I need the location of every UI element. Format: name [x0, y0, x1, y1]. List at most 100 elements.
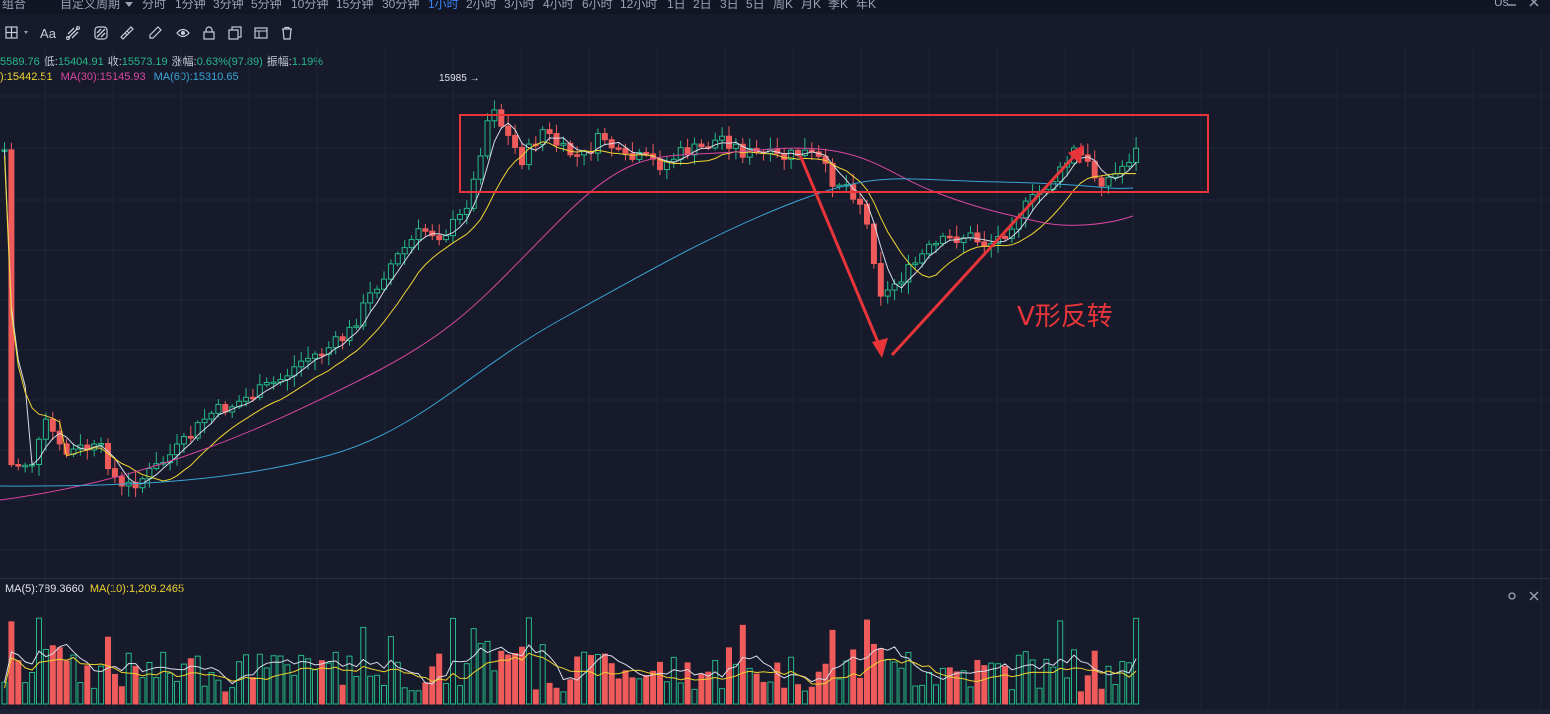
- volume-bar: [774, 662, 781, 705]
- panel-separator: [0, 578, 1550, 579]
- period-tab-18[interactable]: 月K: [801, 0, 822, 11]
- period-tab-20[interactable]: 年K: [856, 0, 877, 11]
- volume-bar: [670, 656, 677, 705]
- period-tab-3[interactable]: 5分钟: [251, 0, 282, 11]
- volume-bar: [422, 682, 429, 705]
- volume-bar: [705, 671, 712, 705]
- volume-bar: [843, 660, 850, 705]
- volume-bar: [222, 691, 229, 705]
- eye-tool[interactable]: [174, 24, 192, 42]
- candle-body: [539, 129, 546, 145]
- period-tab-19[interactable]: 季K: [828, 0, 849, 11]
- volume-bar: [850, 649, 857, 705]
- period-tab-11[interactable]: 6小时: [582, 0, 613, 11]
- period-tab-5[interactable]: 15分钟: [336, 0, 374, 11]
- period-tab-0[interactable]: 分时: [142, 0, 167, 11]
- period-tab-8[interactable]: 2小时: [466, 0, 497, 11]
- volume-bar: [174, 680, 180, 705]
- volume-bar: [884, 658, 891, 705]
- amplitude-label: 振幅:: [266, 56, 292, 68]
- candle-body: [325, 347, 332, 355]
- volume-bar: [663, 681, 670, 705]
- font-tool[interactable]: Aa: [40, 25, 56, 41]
- candle-body: [305, 357, 312, 362]
- period-tab-4[interactable]: 10分钟: [291, 0, 329, 11]
- candle-body: [877, 263, 884, 297]
- candle-body: [463, 207, 470, 215]
- fib-tool[interactable]: [64, 24, 82, 42]
- volume-bar: [243, 654, 249, 705]
- candle-body: [318, 353, 325, 357]
- candle-body: [222, 404, 229, 413]
- volume-bar: [1105, 665, 1112, 705]
- candle-body: [42, 418, 49, 440]
- period-tab-14[interactable]: 2日: [693, 0, 712, 11]
- candle-body: [505, 125, 512, 136]
- candle-body: [567, 142, 574, 156]
- vol-ma5-value: MA(5):789.3660: [5, 583, 84, 595]
- volume-bar: [56, 647, 63, 705]
- close-panel-icon[interactable]: [1528, 590, 1540, 602]
- volume-bar: [953, 671, 960, 705]
- volume-bar: [139, 677, 146, 705]
- layout-tool[interactable]: [252, 24, 270, 42]
- lock-tool[interactable]: [200, 24, 218, 42]
- candle-body: [719, 135, 726, 141]
- period-tab-15[interactable]: 3日: [720, 0, 739, 11]
- moving-averages: [0, 122, 1137, 689]
- close-label: 收:: [107, 56, 122, 68]
- period-tab-17[interactable]: 周K: [773, 0, 794, 11]
- period-tab-6[interactable]: 30分钟: [382, 0, 420, 11]
- volume-bar: [719, 688, 726, 705]
- candle-body: [829, 162, 836, 187]
- close-icon[interactable]: [1528, 0, 1540, 12]
- magnet-tool[interactable]: [92, 24, 110, 42]
- candle-body: [249, 396, 256, 400]
- candle-body: [256, 384, 263, 398]
- candle-body: [339, 336, 346, 342]
- candle-body: [1119, 165, 1126, 175]
- volume-bar: [746, 667, 753, 705]
- candle-body: [636, 151, 643, 160]
- volume-bar: [691, 688, 698, 705]
- volume-bar: [263, 667, 270, 705]
- period-tab-9[interactable]: 3小时: [504, 0, 535, 11]
- candle-body: [795, 149, 801, 157]
- period-tab-12[interactable]: 12小时: [620, 0, 658, 11]
- peak-label: 15985 →: [439, 73, 480, 84]
- timezone-label[interactable]: Us: [1494, 0, 1509, 9]
- candlesticks: [1, 100, 1140, 498]
- volume-bar: [974, 659, 981, 705]
- period-tab-13[interactable]: 1日: [667, 0, 686, 11]
- custom-period-dropdown[interactable]: 自定义周期: [60, 0, 134, 12]
- candle-body: [56, 430, 63, 445]
- candle-body: [194, 422, 201, 439]
- volume-bar: [132, 665, 139, 705]
- bottom-scrollbar[interactable]: [0, 709, 1550, 714]
- minimize-icon[interactable]: [1506, 0, 1518, 12]
- copy-tool[interactable]: [226, 24, 244, 42]
- volume-bar: [905, 651, 912, 705]
- period-tab-16[interactable]: 5日: [746, 0, 765, 11]
- volume-bar: [1008, 689, 1015, 705]
- candle-body: [132, 481, 139, 489]
- delete-tool[interactable]: [278, 24, 296, 42]
- volume-bar: [381, 684, 387, 705]
- period-tab-10[interactable]: 4小时: [543, 0, 574, 11]
- ruler-tool[interactable]: [118, 24, 136, 42]
- period-tab-7[interactable]: 1小时: [428, 0, 459, 11]
- ruler-icon: [120, 26, 134, 40]
- crosshair-tool[interactable]: [4, 24, 34, 42]
- period-tab-2[interactable]: 3分钟: [213, 0, 244, 11]
- combo-button[interactable]: 组合: [2, 0, 27, 11]
- volume-bar: [532, 689, 539, 705]
- period-tab-1[interactable]: 1分钟: [175, 0, 206, 11]
- candle-body: [739, 143, 746, 158]
- volume-bar: [836, 678, 843, 705]
- brush-tool[interactable]: [146, 24, 164, 42]
- candle-body: [974, 232, 981, 243]
- annotations: V形反转 15985 →: [439, 73, 1209, 358]
- settings-icon[interactable]: [1506, 590, 1518, 602]
- candle-body: [615, 147, 622, 150]
